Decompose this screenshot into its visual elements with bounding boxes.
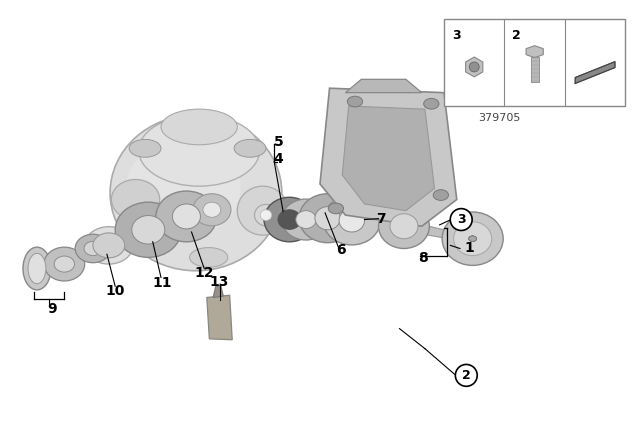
- Ellipse shape: [129, 139, 161, 157]
- Ellipse shape: [189, 248, 228, 267]
- Ellipse shape: [296, 211, 316, 228]
- Ellipse shape: [44, 247, 84, 281]
- Text: 10: 10: [106, 284, 125, 298]
- Ellipse shape: [299, 194, 356, 243]
- Ellipse shape: [93, 233, 125, 258]
- Ellipse shape: [139, 115, 260, 186]
- Polygon shape: [213, 285, 223, 297]
- Circle shape: [455, 364, 477, 386]
- Text: 11: 11: [152, 276, 172, 290]
- Circle shape: [451, 209, 472, 230]
- Polygon shape: [342, 106, 435, 211]
- Ellipse shape: [260, 210, 271, 220]
- Text: 3: 3: [452, 29, 461, 42]
- Ellipse shape: [278, 210, 301, 229]
- Ellipse shape: [203, 202, 221, 217]
- Ellipse shape: [110, 115, 282, 271]
- Text: 13: 13: [210, 275, 229, 289]
- Ellipse shape: [323, 196, 380, 245]
- Ellipse shape: [234, 139, 266, 157]
- Ellipse shape: [111, 180, 160, 220]
- Polygon shape: [466, 57, 483, 77]
- Text: 6: 6: [336, 243, 346, 257]
- Polygon shape: [410, 222, 467, 242]
- Ellipse shape: [255, 204, 277, 226]
- Circle shape: [469, 62, 479, 72]
- Ellipse shape: [156, 191, 217, 242]
- Ellipse shape: [339, 209, 365, 232]
- Ellipse shape: [424, 99, 439, 109]
- Ellipse shape: [132, 215, 165, 244]
- Ellipse shape: [84, 241, 102, 256]
- Ellipse shape: [84, 227, 133, 264]
- Polygon shape: [575, 62, 615, 83]
- Text: 5: 5: [274, 135, 284, 149]
- Ellipse shape: [454, 222, 492, 256]
- Bar: [531, 56, 539, 82]
- Text: 12: 12: [195, 266, 214, 280]
- Ellipse shape: [172, 204, 200, 229]
- Ellipse shape: [193, 194, 231, 226]
- Ellipse shape: [54, 256, 74, 272]
- Ellipse shape: [23, 247, 51, 290]
- Ellipse shape: [126, 139, 241, 237]
- Ellipse shape: [115, 202, 181, 258]
- Polygon shape: [526, 46, 543, 58]
- Ellipse shape: [348, 96, 363, 107]
- Text: 8: 8: [418, 251, 428, 265]
- Ellipse shape: [28, 254, 46, 284]
- Ellipse shape: [282, 199, 330, 240]
- Ellipse shape: [161, 109, 237, 145]
- Text: 9: 9: [47, 302, 56, 315]
- Text: 2: 2: [462, 369, 470, 382]
- Text: 2: 2: [513, 29, 521, 42]
- Ellipse shape: [378, 204, 429, 249]
- Ellipse shape: [469, 236, 477, 241]
- Ellipse shape: [442, 212, 503, 265]
- Ellipse shape: [469, 236, 476, 241]
- Ellipse shape: [264, 197, 315, 242]
- Ellipse shape: [468, 236, 476, 241]
- Ellipse shape: [469, 236, 477, 241]
- Text: 7: 7: [376, 211, 386, 226]
- Bar: [444, 19, 625, 106]
- Ellipse shape: [75, 234, 111, 263]
- Text: 3: 3: [457, 213, 465, 226]
- Text: 4: 4: [274, 152, 284, 167]
- Ellipse shape: [469, 236, 477, 241]
- Ellipse shape: [315, 207, 340, 230]
- Polygon shape: [207, 295, 232, 340]
- Ellipse shape: [390, 214, 418, 239]
- Polygon shape: [346, 79, 422, 93]
- Ellipse shape: [469, 236, 476, 241]
- Text: 1: 1: [464, 241, 474, 255]
- Polygon shape: [320, 88, 457, 226]
- Ellipse shape: [237, 186, 288, 235]
- Ellipse shape: [433, 190, 449, 200]
- Text: 379705: 379705: [478, 113, 520, 123]
- Ellipse shape: [328, 203, 344, 214]
